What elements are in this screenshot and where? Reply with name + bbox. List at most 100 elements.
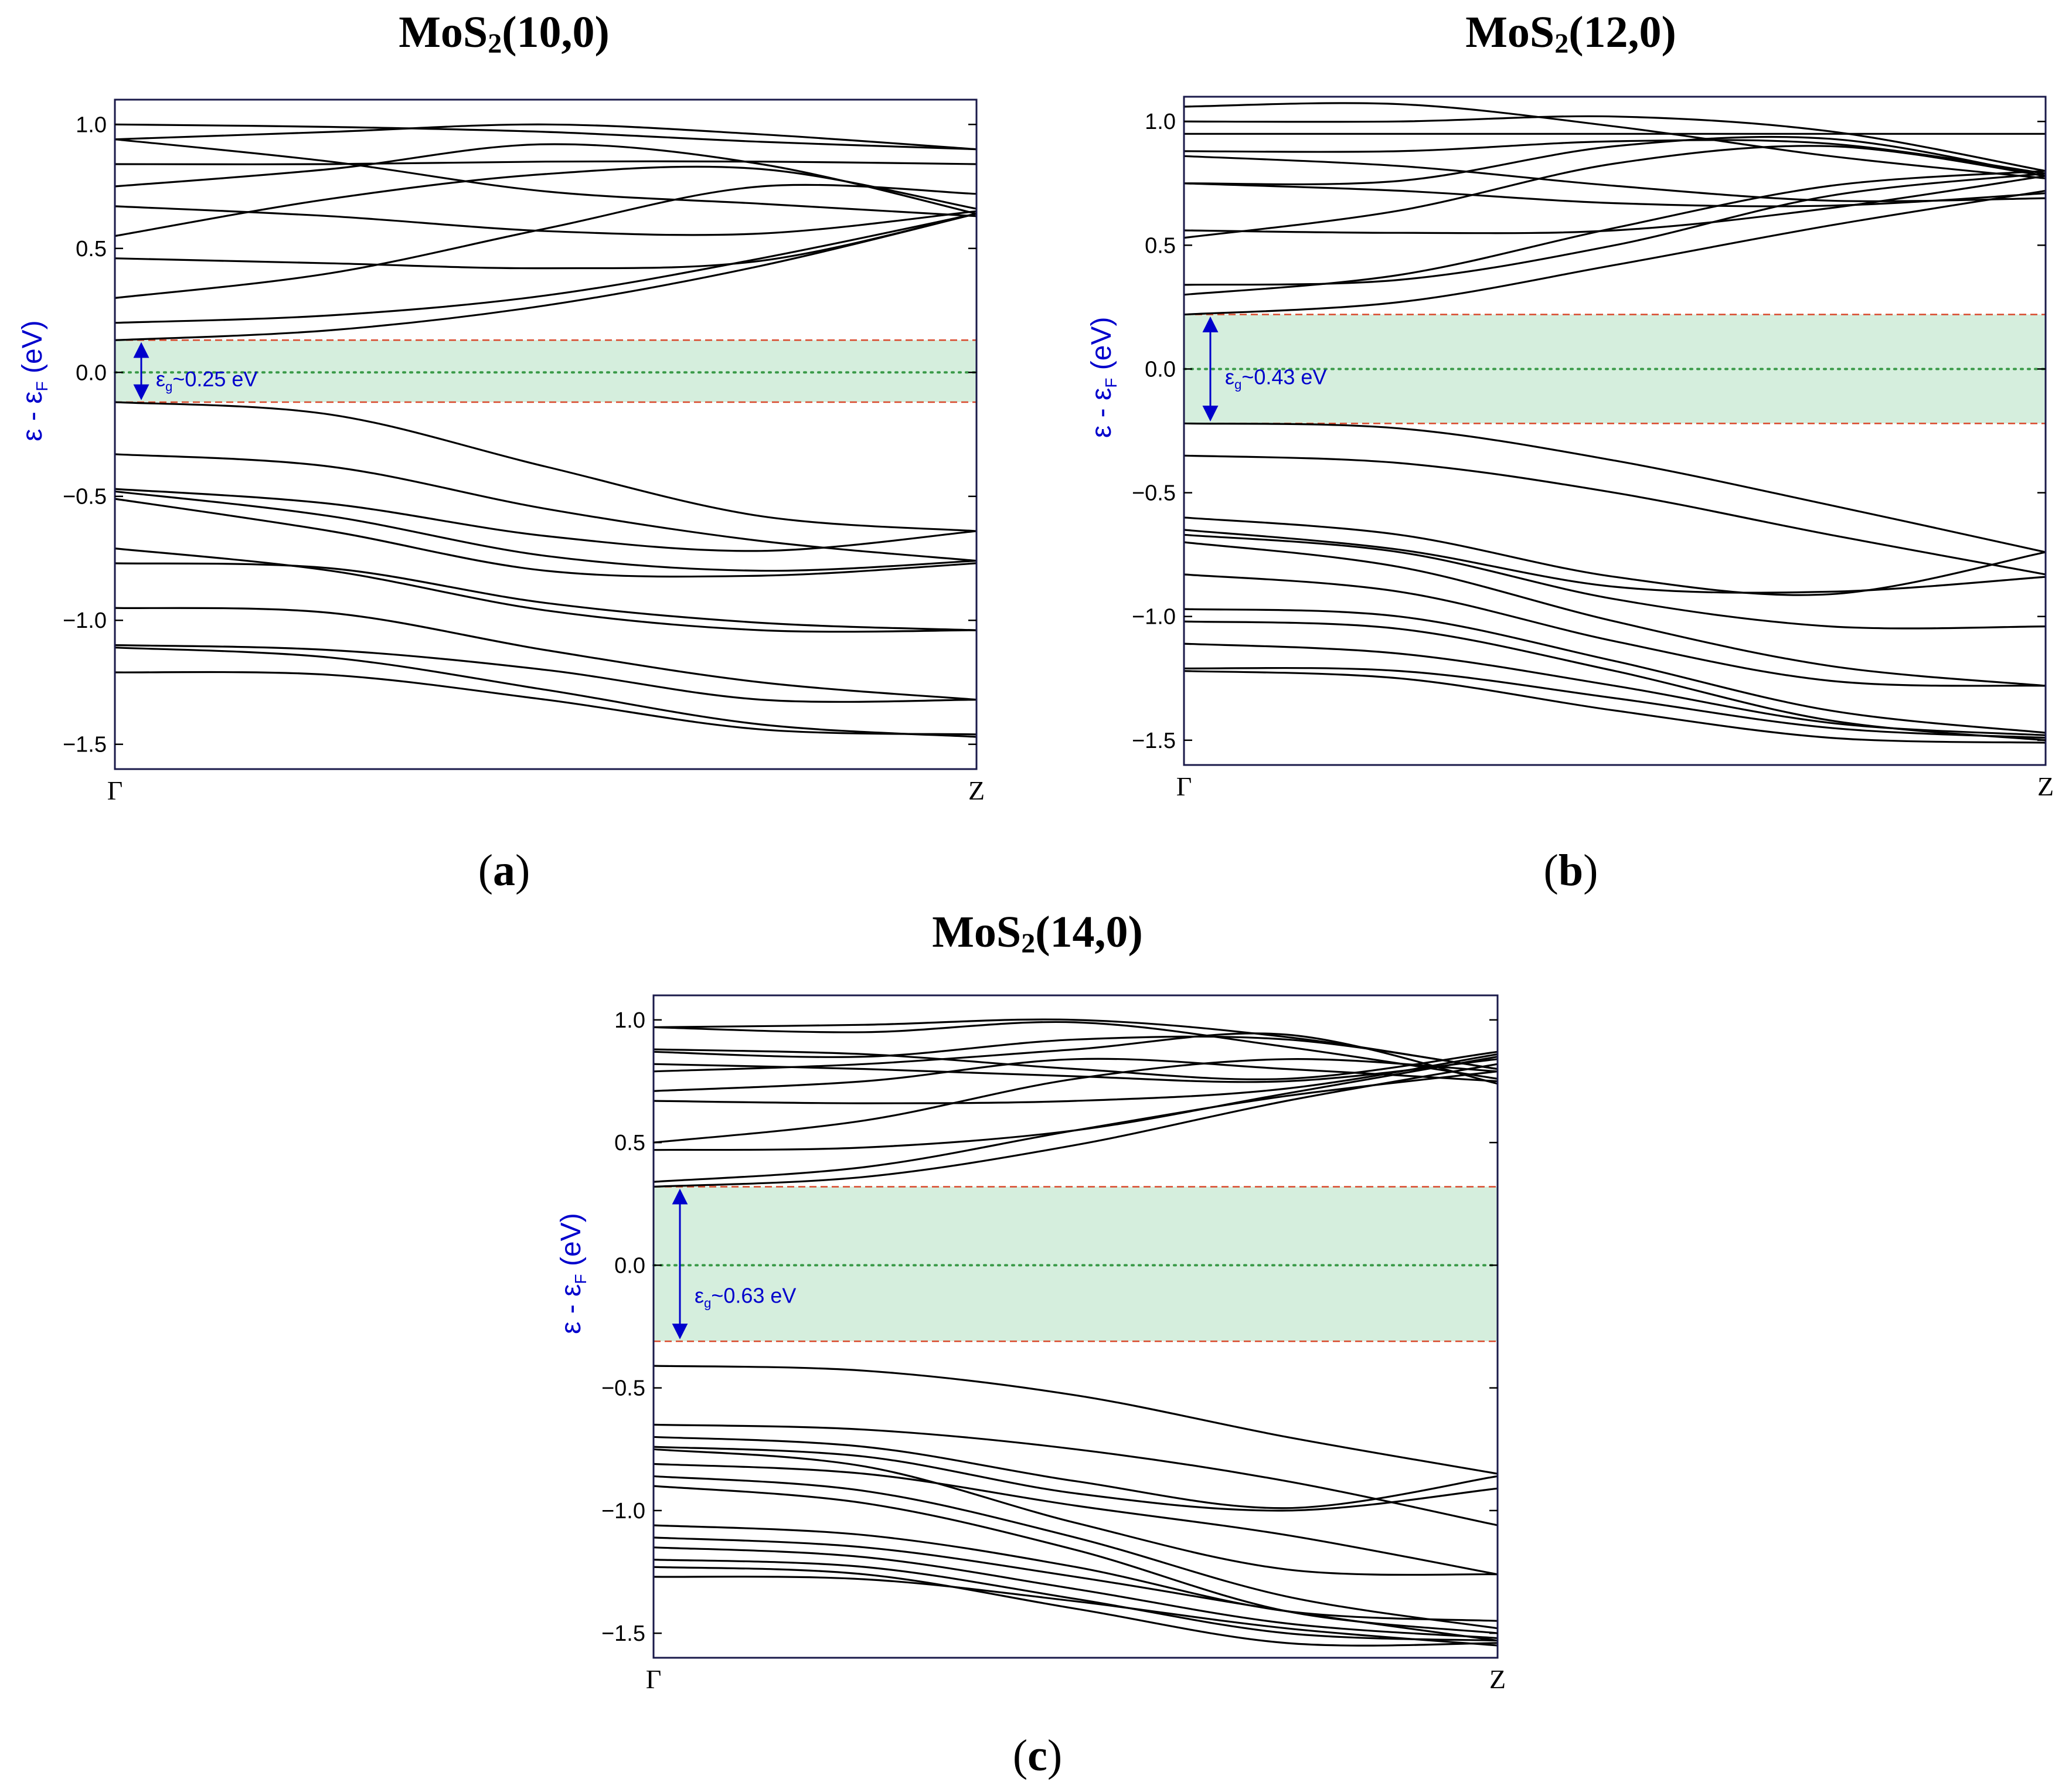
plot-frame [114, 98, 978, 770]
band-line [114, 213, 977, 270]
band-line [1183, 102, 2046, 179]
band-line [1183, 175, 2046, 234]
gap-label: εg~0.43 eV [1225, 365, 1326, 392]
band-line [1183, 608, 2046, 734]
band-line [653, 1475, 1498, 1630]
band-line [114, 138, 977, 217]
y-tick-label: −1.5 [63, 733, 107, 757]
band-line [114, 401, 977, 532]
y-tick-label: 0.0 [76, 361, 107, 385]
band-line [114, 647, 977, 738]
band-line [114, 213, 977, 341]
band-gap-region [115, 340, 976, 403]
band-line [114, 160, 977, 165]
y-tick-label: −0.5 [601, 1376, 645, 1401]
panel-title: MoS2(12,0) [1465, 8, 1676, 59]
panel-caption: (b) [1544, 846, 1598, 895]
band-line [1183, 573, 2046, 687]
band-line [1183, 516, 2046, 596]
x-tick-label-gamma: Γ [646, 1664, 662, 1694]
band-line [653, 1446, 1498, 1512]
band-line [653, 1032, 1498, 1085]
band-line [1183, 189, 2046, 316]
band-line [114, 123, 977, 151]
band-line [653, 1057, 1498, 1092]
band-line [114, 671, 977, 736]
panel-title: MoS2(14,0) [932, 907, 1143, 959]
band-line [114, 183, 977, 299]
band-line [114, 165, 977, 237]
band-line [1183, 145, 2046, 239]
band-line [1183, 155, 2046, 202]
band-line [1183, 182, 2046, 208]
band-line [114, 143, 977, 215]
panel-c: MoS2(14,0) εg~0.63 eV 1.0 0.5 0.0 −0.5 −1.0 −1.… [556, 907, 1506, 1780]
band-line [653, 1365, 1498, 1475]
y-tick-label: 0.5 [76, 237, 107, 261]
plot-frame [652, 994, 1499, 1659]
band-line [653, 1436, 1498, 1509]
band-line [1183, 670, 2046, 744]
band-line [1183, 529, 2046, 594]
y-tick-label: 0.0 [1145, 357, 1176, 382]
y-tick-label: −1.5 [601, 1621, 645, 1646]
band-line [1183, 115, 2046, 172]
band-line [653, 1566, 1498, 1647]
x-tick-label-z: Z [968, 776, 985, 805]
band-line [114, 498, 977, 578]
band-line [1183, 135, 2046, 186]
y-tick-label: 1.0 [1145, 110, 1176, 134]
band-line [114, 488, 977, 552]
y-tick-label: −1.0 [63, 608, 107, 633]
y-tick-label: −0.5 [63, 485, 107, 509]
band-line [653, 1048, 1498, 1080]
gap-label: εg~0.63 eV [695, 1283, 796, 1310]
y-tick-label: 0.0 [614, 1253, 645, 1278]
y-tick-label: −1.5 [1132, 729, 1176, 753]
panel-title: MoS2(10,0) [399, 8, 610, 59]
band-line [653, 1070, 1498, 1183]
y-axis-label: ε - εF (eV) [17, 320, 51, 441]
y-tick-label: 0.5 [1145, 233, 1176, 258]
panel-a: MoS2(10,0) εg~0.25 eV 1.0 0.5 0.0 −0.5 −1.0 −1.… [17, 8, 985, 895]
band-line [114, 607, 977, 701]
panel-caption: (c) [1013, 1731, 1062, 1780]
y-tick-label: −0.5 [1132, 481, 1176, 506]
band-line [1183, 172, 2046, 286]
band-line [1183, 454, 2046, 576]
band-line [114, 453, 977, 562]
y-tick-label: −1.0 [601, 1499, 645, 1524]
band-line [653, 1448, 1498, 1576]
band-line [114, 123, 977, 151]
band-line [114, 213, 977, 324]
panel-caption: (a) [478, 846, 530, 895]
band-line [653, 1053, 1498, 1104]
band-line [114, 562, 977, 631]
band-line [114, 490, 977, 572]
band-gap-region [654, 1186, 1498, 1342]
band-line [653, 1063, 1498, 1188]
y-axis-label: ε - εF (eV) [1086, 317, 1120, 438]
x-tick-label-gamma: Γ [1176, 771, 1192, 801]
band-line [1183, 642, 2046, 736]
band-line [114, 205, 977, 236]
band-line [114, 548, 977, 633]
band-line [653, 1463, 1498, 1576]
band-line [653, 1546, 1498, 1640]
x-tick-label-z: Z [2037, 771, 2054, 801]
plot-frame [1183, 96, 2047, 766]
band-line [1183, 620, 2046, 742]
band-line [1183, 170, 2046, 296]
band-line [1183, 139, 2046, 175]
x-tick-label-z: Z [1489, 1664, 1506, 1694]
y-axis-label: ε - εF (eV) [556, 1213, 590, 1334]
band-line [653, 1524, 1498, 1622]
band-line [653, 1035, 1498, 1070]
y-tick-label: 1.0 [614, 1008, 645, 1033]
band-line [1183, 541, 2046, 687]
band-line [1183, 422, 2046, 553]
panel-b: MoS2(12,0) εg~0.43 eV 1.0 0.5 0.0 −0.5 −1.0 −1.… [1086, 8, 2054, 895]
band-line [653, 1559, 1498, 1642]
band-line [114, 644, 977, 703]
